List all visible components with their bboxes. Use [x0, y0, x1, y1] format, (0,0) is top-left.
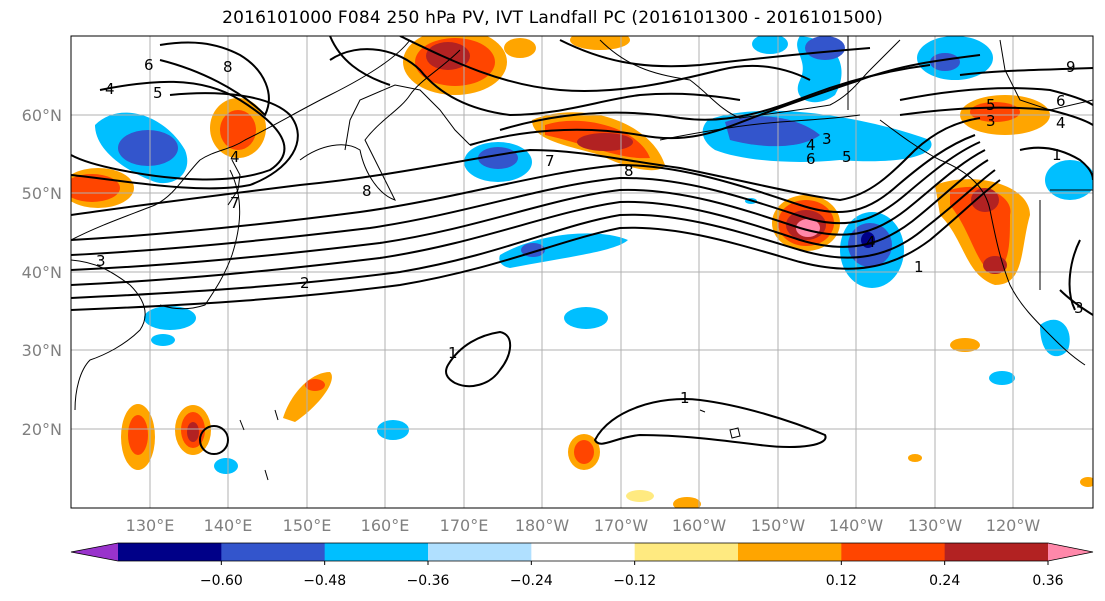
- shade-blob-cool: [377, 420, 409, 440]
- lon-label: 170°W: [594, 516, 649, 535]
- contour-label: 5: [986, 96, 996, 114]
- contour-label: 5: [842, 148, 852, 166]
- colorbar-extend-high: [1048, 543, 1093, 561]
- colorbar-swatch: [738, 543, 842, 561]
- contour-label: 4: [1056, 114, 1066, 132]
- coastlines: [71, 36, 1093, 481]
- lon-label: 150°E: [283, 516, 332, 535]
- contour-label: 7: [545, 152, 555, 170]
- shade-blob-cool: [214, 458, 238, 474]
- contour-label: 8: [362, 182, 372, 200]
- shade-blob-warm: [570, 36, 630, 50]
- contour-label: 3: [822, 130, 832, 148]
- contour-label: 2: [300, 274, 310, 292]
- shade-blob-warm: [935, 179, 1030, 285]
- lat-label: 20°N: [22, 420, 62, 439]
- colorbar-tick-label: 0.36: [1032, 573, 1063, 589]
- shade-blob-warm: [71, 168, 134, 208]
- shade-blob-warm: [121, 404, 155, 470]
- contour-label: 4: [806, 136, 816, 154]
- colorbar-tick-label: −0.36: [407, 573, 450, 589]
- shade-blob-warm: [175, 405, 211, 455]
- latitude-labels: 60°N 50°N 40°N 30°N 20°N: [22, 106, 62, 439]
- contour-label: 6: [144, 56, 154, 74]
- lon-label: 140°E: [204, 516, 253, 535]
- lon-label: 180°W: [515, 516, 570, 535]
- lon-label: 160°W: [672, 516, 727, 535]
- contour-label: 3: [986, 112, 996, 130]
- contour-label: 7: [230, 194, 240, 212]
- lon-label: 160°E: [361, 516, 410, 535]
- contour-label: 8: [624, 162, 634, 180]
- colorbar-swatch: [634, 543, 739, 561]
- map-frame: [70, 35, 1094, 509]
- contour-label: 4: [105, 80, 115, 98]
- shade-blob-cool: [464, 142, 532, 182]
- colorbar-swatch: [324, 543, 429, 561]
- contour-label: 1: [1052, 146, 1062, 164]
- shade-blob-warm: [772, 195, 840, 251]
- lon-label: 130°E: [126, 516, 175, 535]
- colorbar-tick-label: 0.24: [929, 573, 960, 589]
- lat-label: 60°N: [22, 106, 62, 125]
- shade-blob-cool: [144, 306, 196, 346]
- contour-label: 1: [914, 258, 924, 276]
- colorbar-tick-label: −0.12: [613, 573, 656, 589]
- lon-label: 150°W: [751, 516, 806, 535]
- colorbar-swatch: [221, 543, 326, 561]
- contour-label: 5: [153, 84, 163, 102]
- shade-blob-warm: [1080, 477, 1093, 487]
- colorbar-outline: [70, 542, 1094, 562]
- shade-blob-warm: [210, 98, 266, 158]
- contour-label: 6: [806, 150, 816, 168]
- shade-blob-warm: [908, 454, 922, 462]
- colorbar-tick-label: −0.24: [510, 573, 553, 589]
- lat-label: 50°N: [22, 184, 62, 203]
- shade-blob-warm: [673, 497, 701, 508]
- lon-label: 120°W: [986, 516, 1041, 535]
- lat-label: 40°N: [22, 263, 62, 282]
- contour-label: 3: [1074, 299, 1084, 317]
- contour-labels: 6 5 4 8 4 8 7 7 8 3 4 6 5 9 5 3 6 4 1 3 …: [96, 56, 1084, 407]
- lat-label: 30°N: [22, 341, 62, 360]
- contour-label: 1: [680, 389, 690, 407]
- contour-label: 9: [1066, 58, 1076, 76]
- contour-label: 3: [96, 252, 106, 270]
- shade-blob-cool: [989, 371, 1015, 385]
- shade-blob-cool: [564, 307, 608, 329]
- colorbar-swatch: [531, 543, 636, 561]
- colorbar-tick-label: −0.60: [200, 573, 243, 589]
- shade-blob-cool: [752, 36, 845, 103]
- shade-blob-cool: [95, 112, 188, 184]
- lon-label: 130°W: [908, 516, 963, 535]
- colorbar-tick-label: 0.12: [826, 573, 857, 589]
- contour-label: 4: [230, 148, 240, 166]
- contour-label: 6: [1056, 92, 1066, 110]
- shade-blob-warm: [626, 490, 654, 502]
- shade-blob-warm: [504, 38, 536, 58]
- longitude-labels: 130°E 140°E 150°E 160°E 170°E 180°W 170°…: [126, 516, 1041, 535]
- colorbar-swatch: [118, 543, 222, 561]
- pv-contours: [71, 36, 1093, 455]
- colorbar-tick-label: −0.48: [303, 573, 346, 589]
- lon-label: 170°E: [440, 516, 489, 535]
- shade-blob-warm: [568, 434, 600, 470]
- colorbar: −0.60−0.48−0.36−0.24−0.120.120.240.360.4…: [70, 542, 1094, 589]
- colorbar-swatch: [428, 543, 532, 561]
- chart-title: 2016101000 F084 250 hPa PV, IVT Landfall…: [222, 8, 883, 28]
- colorbar-swatch: [841, 543, 946, 561]
- contour-label: 1: [448, 344, 458, 362]
- contour-label: 4: [866, 233, 876, 251]
- colorbar-extend-low: [71, 543, 118, 561]
- shade-blob-warm: [950, 338, 980, 352]
- colorbar-swatch: [944, 543, 1049, 561]
- lon-label: 140°W: [829, 516, 884, 535]
- contour-label: 8: [223, 58, 233, 76]
